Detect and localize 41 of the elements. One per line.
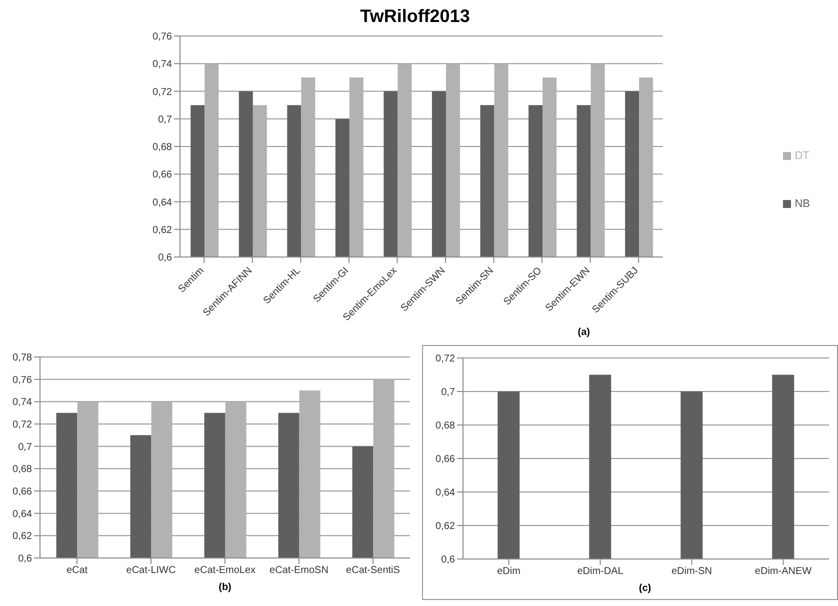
legend-label: DT (794, 150, 810, 162)
x-tick-label: eDim-ANEW (754, 566, 812, 578)
x-tick-label: eDim-DAL (577, 566, 624, 578)
y-tick-label: 0,76 (12, 374, 32, 386)
y-tick-label: 0,7 (441, 387, 456, 398)
y-tick-label: 0,7 (18, 442, 32, 453)
x-tick-label: eCat (66, 565, 88, 576)
x-tick-label: eCat-EmoLex (194, 565, 256, 576)
y-tick-label: 0,7 (158, 114, 172, 126)
y-tick-label: 0,74 (152, 59, 172, 70)
y-tick-label: 0,74 (12, 397, 32, 408)
legend-label: NB (794, 198, 810, 210)
y-tick-label: 0,78 (12, 352, 32, 364)
y-tick-label: 0,68 (12, 464, 32, 476)
x-tick-label: eCat-EmoSN (270, 565, 328, 576)
y-tick-label: 0,64 (436, 488, 456, 499)
text: (a) (576, 327, 590, 340)
y-tick-label: 0,72 (12, 420, 32, 431)
y-tick-label: 0,6 (441, 554, 456, 566)
y-tick-label: 0,72 (436, 354, 456, 365)
y-tick-label: 0,6 (158, 252, 172, 264)
text: (b) (218, 582, 232, 595)
y-tick-label: 0,66 (436, 454, 456, 466)
y-tick-label: 0,6 (18, 554, 32, 565)
y-tick-label: 0,72 (152, 86, 172, 98)
x-tick-label: eDim-SN (671, 566, 712, 578)
y-tick-label: 0,62 (436, 521, 456, 532)
y-tick-label: 0,62 (12, 531, 32, 542)
y-tick-label: 0,68 (436, 420, 456, 432)
y-tick-label: 0,62 (152, 224, 172, 236)
y-tick-label: 0,68 (152, 142, 172, 154)
y-tick-label: 0,64 (12, 508, 32, 520)
x-tick-label: eDim (497, 566, 520, 578)
chart-title: TwRiloff2013 (359, 5, 471, 28)
text: (c) (638, 583, 652, 596)
y-tick-label: 0,76 (152, 32, 172, 43)
y-tick-label: 0,64 (152, 197, 172, 208)
x-tick-label: eCat-LIWC (126, 565, 176, 576)
y-tick-label: 0,66 (12, 486, 32, 498)
x-tick-label: eCat-SentiS (346, 565, 400, 576)
y-tick-label: 0,66 (152, 170, 172, 181)
